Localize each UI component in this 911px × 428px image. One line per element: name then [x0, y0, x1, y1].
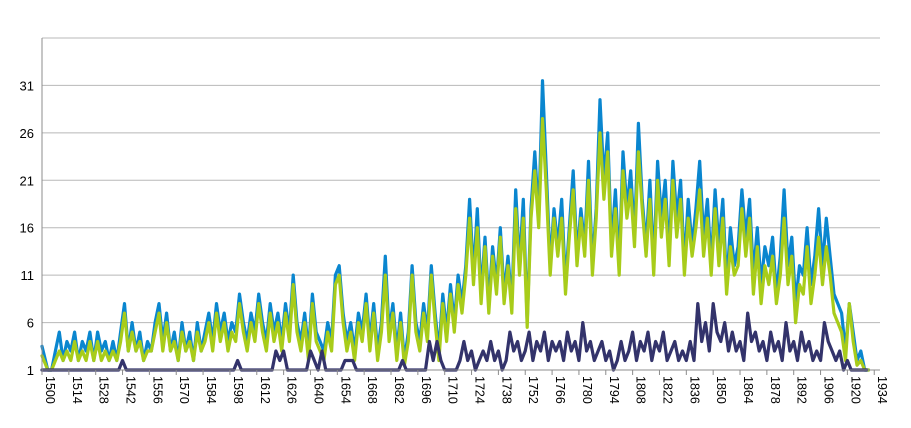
x-tick-label: 1808 [634, 376, 648, 404]
x-tick-label: 1584 [204, 376, 218, 404]
x-tick-label: 1864 [741, 376, 755, 404]
x-tick-labels: 1500 1514 1528 1542 1556 1570 1584 1598 1612 1626… [43, 376, 889, 404]
x-tick-label: 1640 [311, 376, 325, 404]
x-tick-label: 1794 [607, 376, 621, 404]
x-tick-label: 1836 [687, 376, 701, 404]
x-tick-label: 1626 [285, 376, 299, 404]
x-tick-label: 1654 [338, 376, 352, 404]
x-tick-label: 1598 [231, 376, 245, 404]
x-tick-label: 1500 [43, 376, 57, 404]
y-tick-label: 1 [27, 363, 34, 378]
x-tick-label: 1766 [553, 376, 567, 404]
x-tick-label: 1906 [822, 376, 836, 404]
x-tick-label: 1920 [848, 376, 862, 404]
x-tick-label: 1780 [580, 376, 594, 404]
x-tick-label: 1542 [124, 376, 138, 404]
x-tick-label: 1514 [70, 376, 84, 404]
series-lines [40, 79, 871, 372]
y-tick-label: 11 [21, 268, 35, 283]
x-tick-label: 1556 [150, 376, 164, 404]
y-tick-label: 31 [20, 78, 34, 93]
x-tick-label: 1738 [499, 376, 513, 404]
x-tick-label: 1878 [768, 376, 782, 404]
x-tick-label: 1710 [446, 376, 460, 404]
x-tick-label: 1752 [526, 376, 540, 404]
series-line-3 [40, 302, 869, 372]
x-tick-label: 1850 [714, 376, 728, 404]
x-tick-label: 1822 [660, 376, 674, 404]
x-tick-label: 1724 [473, 376, 487, 404]
y-tick-label: 16 [20, 221, 34, 236]
series-line-2 [40, 117, 871, 372]
x-tick-label: 1570 [177, 376, 191, 404]
x-tick-label: 1696 [419, 376, 433, 404]
x-tick-label: 1612 [258, 376, 272, 404]
x-tick-label: 1528 [97, 376, 111, 404]
x-tick-label: 1668 [365, 376, 379, 404]
y-tick-label: 21 [20, 173, 34, 188]
x-tick-label: 1934 [875, 376, 889, 404]
axes [41, 38, 880, 375]
y-tick-label: 6 [27, 316, 34, 331]
x-tick-label: 1892 [795, 376, 809, 404]
x-tick-label: 1682 [392, 376, 406, 404]
y-tick-label: 26 [20, 126, 34, 141]
